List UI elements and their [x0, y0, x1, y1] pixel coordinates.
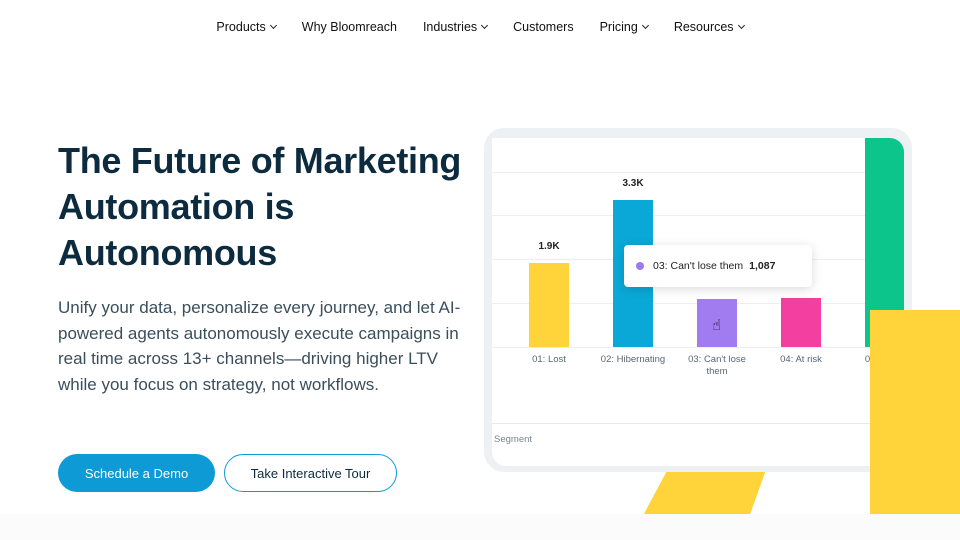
bar-value-label: 1.9K	[538, 240, 560, 252]
top-nav: Products Why Bloomreach Industries Custo…	[0, 0, 960, 54]
tooltip-color-dot	[636, 262, 644, 270]
nav-why-bloomreach-label: Why Bloomreach	[301, 20, 397, 34]
gridline	[492, 172, 904, 173]
nav-pricing-label: Pricing	[599, 20, 638, 34]
nav-resources-label: Resources	[673, 20, 734, 34]
chevron-down-icon	[641, 21, 649, 30]
nav-customers-label: Customers	[513, 20, 574, 34]
bar-1[interactable]	[529, 262, 569, 347]
nav-industries-label: Industries	[422, 20, 478, 34]
nav-resources[interactable]: Resources	[673, 20, 745, 34]
nav-products-label: Products	[216, 20, 266, 34]
nav-industries[interactable]: Industries	[422, 20, 489, 34]
hero-subtitle: Unify your data, personalize every journ…	[58, 298, 461, 394]
hero-title: The Future of Marketing Automation is Au…	[58, 140, 462, 273]
bar-value-label: 3.3K	[622, 178, 644, 190]
category-label-line: 02: Hibernating	[600, 354, 666, 365]
tooltip-label: 03: Can't lose them	[653, 260, 744, 272]
category-label: 02: Hibernating	[593, 354, 673, 366]
chevron-down-icon	[269, 21, 277, 30]
nav-products[interactable]: Products	[216, 20, 277, 34]
schedule-demo-button[interactable]: Schedule a Demo	[58, 454, 215, 492]
category-label-line: 04: At risk	[780, 354, 822, 365]
category-label: 01: Lost	[509, 354, 589, 366]
gridline	[492, 215, 904, 216]
chart-tooltip: 03: Can't lose them 1,087	[624, 245, 812, 287]
nav-why-bloomreach[interactable]: Why Bloomreach	[302, 20, 397, 34]
decorative-yellow-shape	[627, 467, 767, 514]
category-label-line: them	[706, 366, 728, 377]
category-label-line: 01: Lost	[532, 354, 566, 365]
bar-4[interactable]	[781, 298, 821, 347]
chevron-down-icon	[737, 21, 745, 30]
hand-cursor-icon: ☝	[712, 317, 722, 334]
nav-customers[interactable]: Customers	[513, 20, 573, 34]
chevron-down-icon	[481, 21, 489, 30]
decorative-yellow-block	[870, 310, 960, 514]
segment-divider	[492, 423, 904, 424]
interactive-tour-button[interactable]: Take Interactive Tour	[224, 454, 397, 492]
gridline	[492, 347, 904, 348]
category-label: 03: Can't lose them	[677, 354, 757, 378]
bar-3[interactable]	[697, 298, 737, 347]
x-axis-title: Segment	[494, 434, 533, 445]
category-label: 04: At risk	[761, 354, 841, 366]
nav-pricing[interactable]: Pricing	[599, 20, 649, 34]
tooltip-value: 1,087	[749, 260, 776, 272]
category-label-line: 03: Can't lose	[688, 354, 746, 365]
bottom-strip	[0, 514, 960, 540]
